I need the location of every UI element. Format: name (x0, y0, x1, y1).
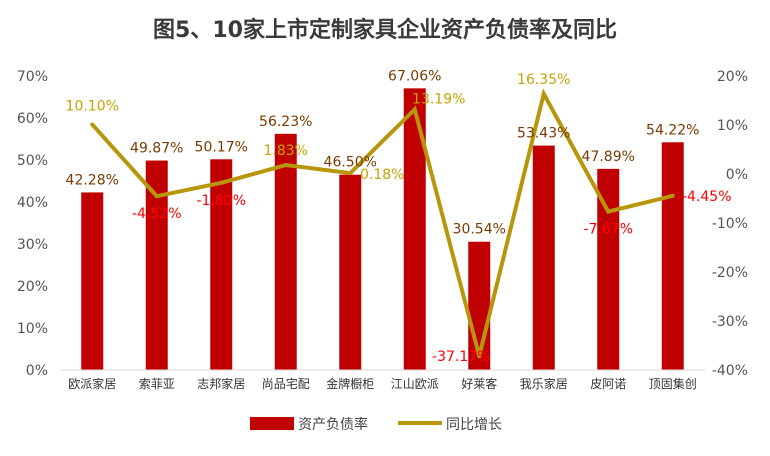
category-label: 我乐家居 (520, 376, 568, 391)
line-value-label: 13.19% (412, 91, 465, 107)
line-value-label: 10.10% (66, 99, 119, 115)
bar-value-label: 46.50% (324, 155, 377, 171)
bar (274, 133, 297, 370)
bar-value-label: 30.54% (453, 222, 506, 238)
line-point (348, 171, 353, 176)
category-label: 索菲亚 (139, 377, 175, 391)
line-point (154, 194, 159, 199)
legend-bar-swatch (250, 417, 294, 430)
chart-title: 图5、10家上市定制家具企业资产负债率及同比 (153, 18, 617, 43)
line-point (283, 163, 288, 168)
bar (597, 168, 620, 370)
line-value-label: 0.18% (360, 167, 404, 183)
right-axis-tick: -20% (712, 265, 748, 281)
category-label: 好莱客 (461, 376, 497, 391)
line-value-label: 1.83% (264, 143, 308, 159)
line-point (606, 209, 611, 214)
bar-value-label: 54.22% (646, 122, 699, 138)
line-value-label: -4.52% (132, 206, 182, 222)
category-label: 顶固集创 (649, 376, 697, 391)
line-point (90, 122, 95, 127)
bar-value-label: 49.87% (130, 141, 183, 157)
line-point (541, 91, 546, 96)
line-value-label: 16.35% (517, 72, 570, 88)
right-axis-tick: 0% (726, 167, 748, 183)
category-label: 尚品宅配 (262, 376, 310, 391)
line-value-label: -7.67% (583, 222, 633, 238)
category-label: 江山欧派 (391, 377, 439, 391)
right-axis-tick: 10% (717, 118, 748, 134)
category-label: 志邦家居 (197, 376, 245, 391)
right-axis-tick: -10% (712, 216, 748, 232)
left-axis-tick: 60% (17, 111, 48, 127)
left-axis-tick: 40% (17, 195, 48, 211)
bar-group (81, 88, 684, 371)
bar-value-label: 56.23% (259, 114, 312, 130)
left-axis-tick: 30% (17, 237, 48, 253)
legend-line-label: 同比增长 (446, 417, 502, 433)
category-label: 金牌橱柜 (326, 376, 374, 391)
label-group: 42.28% 49.87% 50.17% 56.23% 46.50% 67.06% 30.5… (66, 68, 732, 365)
right-axis-tick: 20% (717, 69, 748, 85)
bar (532, 145, 555, 370)
line-value-label: -37.17% (432, 349, 490, 365)
category-label: 欧派家居 (68, 376, 116, 391)
growth-line (90, 88, 674, 357)
left-axis-tick: 0% (26, 363, 48, 379)
left-axis-tick: 50% (17, 153, 48, 169)
bar (403, 88, 426, 371)
bar-value-label: 50.17% (195, 139, 248, 155)
line-point (670, 193, 675, 198)
line-value-label: -1.80% (196, 193, 246, 209)
left-axis-tick: 20% (17, 279, 48, 295)
bar (339, 174, 362, 370)
line-point (219, 180, 224, 185)
bar (661, 142, 684, 370)
line-value-label: -4.45% (682, 189, 732, 205)
bar (145, 160, 168, 370)
category-label: 皮阿诺 (590, 377, 626, 391)
bar-value-label: 47.89% (582, 149, 635, 165)
bar-value-label: 67.06% (388, 68, 441, 84)
line-point (477, 354, 482, 359)
left-axis-tick: 10% (17, 321, 48, 337)
left-axis-tick: 70% (17, 69, 48, 85)
right-axis-tick: -30% (712, 314, 748, 330)
right-axis-tick: -40% (712, 363, 748, 379)
bar-value-label: 53.43% (517, 126, 570, 142)
legend-bar-label: 资产负债率 (298, 416, 368, 433)
axis-group: 0% 10% 20% 30% 40% 50% 60% 70% -40% -30% -20% -10% 0… (17, 69, 748, 391)
line-group (90, 88, 675, 359)
bar-value-label: 42.28% (66, 172, 119, 188)
bar (81, 192, 104, 370)
bar (210, 159, 233, 370)
legend: 资产负债率 同比增长 (250, 416, 502, 433)
line-point (412, 107, 417, 112)
